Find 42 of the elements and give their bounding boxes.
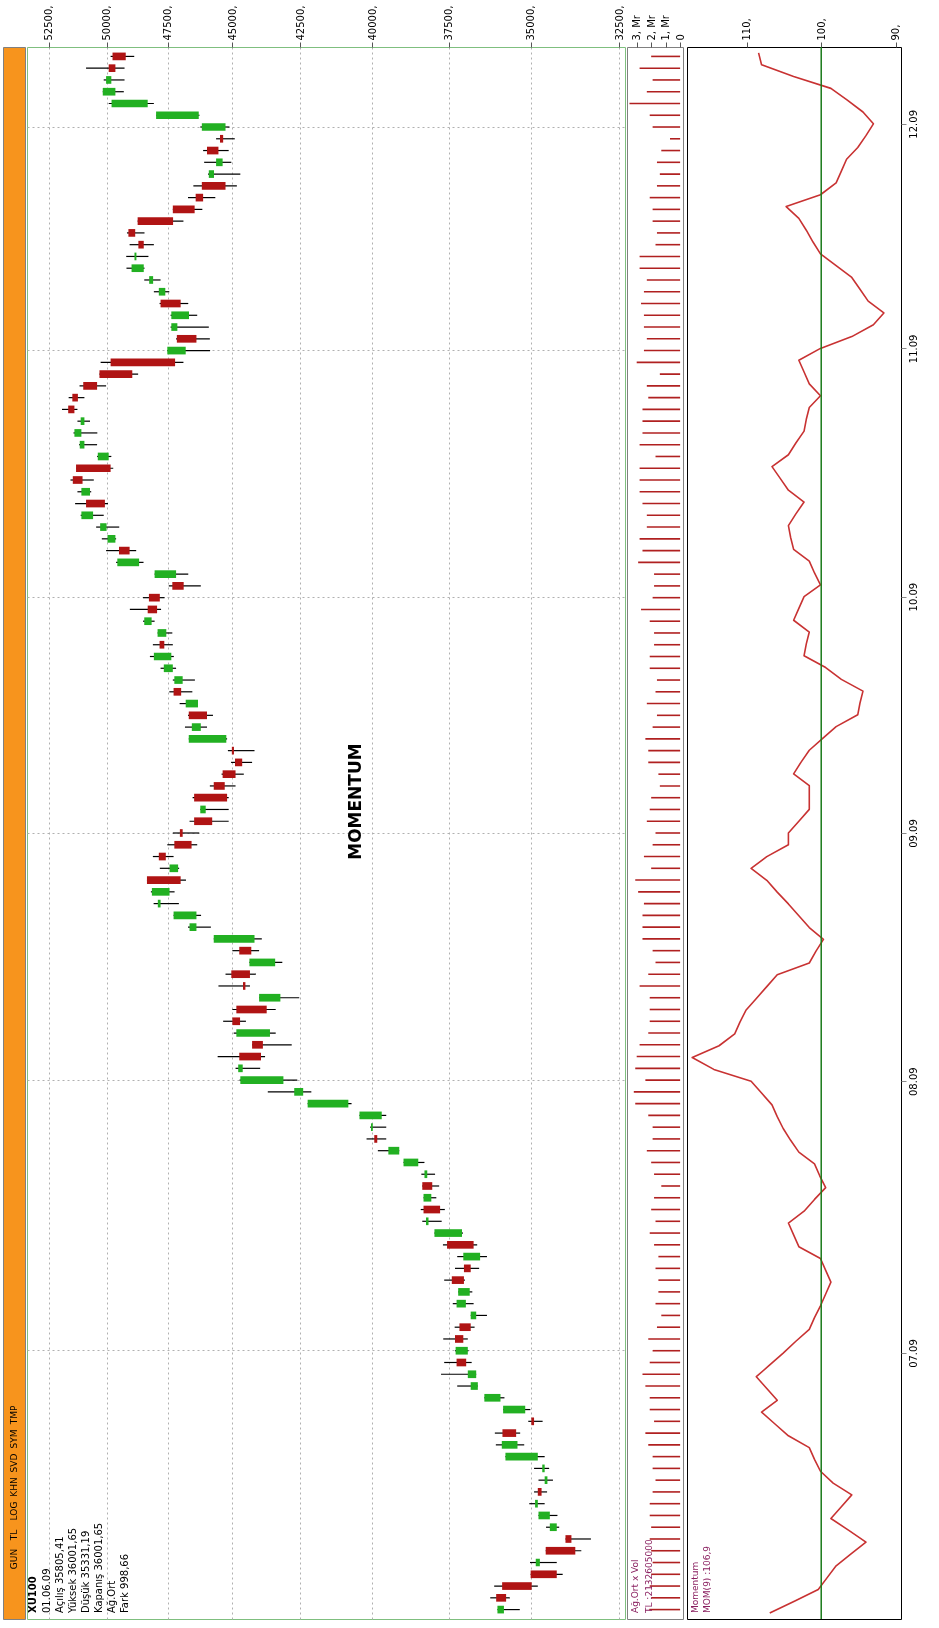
text: TL	[9, 1529, 19, 1542]
y-tick-label: 11.09	[907, 334, 919, 364]
x-tick-label: 110,	[741, 18, 753, 41]
x-tick-label: 42500,	[294, 5, 306, 41]
x-tick-label: 50000,	[101, 5, 113, 41]
x-tick-label: 90,	[890, 24, 902, 41]
x-tick-label: 35000,	[525, 5, 537, 41]
x-tick-label: 100,	[815, 18, 827, 41]
y-tick-label: 12.09	[907, 110, 919, 139]
x-tick-label: 0	[674, 34, 686, 41]
x-tick-label: 45000,	[226, 5, 238, 41]
text: TMP	[9, 1405, 19, 1426]
annotation: 01.06.09	[41, 1568, 52, 1613]
annotation: MOM(9) :106,9	[702, 1545, 712, 1613]
y-tick-label: 08.09	[907, 1067, 919, 1097]
y-tick-label: 10.09	[907, 582, 919, 612]
text: SYM	[9, 1429, 19, 1449]
x-tick-label: 40000,	[366, 5, 378, 41]
annotation: Ağ.Ort	[106, 1580, 117, 1613]
annotation: TL :2132605000	[644, 1539, 654, 1614]
annotation: Açılış 35805,41	[54, 1536, 65, 1613]
annotation: Momentum	[690, 1561, 700, 1613]
text: GUN	[9, 1548, 19, 1570]
x-tick-label: 47500,	[162, 5, 174, 41]
x-tick-label: 1, Mr	[660, 14, 672, 41]
x-tick-label: 2, Mr	[645, 14, 657, 41]
y-tick-label: 09.09	[907, 819, 919, 848]
x-tick-label: 32500,	[613, 5, 625, 41]
annotation: Kapanış 36001,65	[93, 1522, 104, 1613]
y-tick-label: 07.09	[907, 1339, 919, 1368]
annotation: Ağ.Ort x Vol	[630, 1559, 640, 1613]
text: SVD	[9, 1453, 19, 1473]
x-tick-label: 3, Mr	[631, 14, 643, 41]
annotation: Fark 998,66	[119, 1553, 130, 1613]
text: KHN	[9, 1477, 19, 1497]
annotation: Yüksek 36001,65	[67, 1527, 78, 1614]
text: MOMENTUM	[344, 743, 365, 860]
x-tick-label: 37500,	[443, 5, 455, 41]
x-tick-label: 52500,	[43, 5, 55, 41]
annotation: Düşük 35331,19	[80, 1530, 91, 1613]
annotation: XU100	[27, 1576, 38, 1613]
text: LOG	[9, 1501, 19, 1521]
